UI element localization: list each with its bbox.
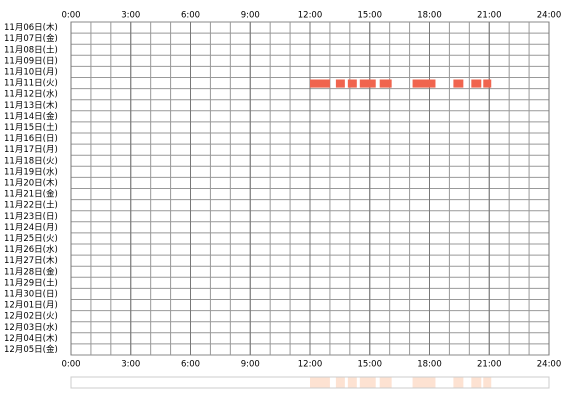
row-label: 12月03日(水) bbox=[4, 322, 58, 333]
x-tick-label: 9:00 bbox=[241, 360, 260, 370]
activity-bar bbox=[379, 79, 392, 88]
x-tick-label: 15:00 bbox=[358, 360, 383, 370]
overview-segment bbox=[359, 377, 376, 388]
overview-segment bbox=[310, 377, 330, 388]
row-label: 11月09日(日) bbox=[4, 56, 58, 66]
row-label: 11月08日(土) bbox=[4, 44, 58, 55]
overview-segment bbox=[483, 377, 492, 388]
activity-bar bbox=[412, 79, 436, 88]
row-label: 11月17日(月) bbox=[4, 145, 58, 155]
row-label: 11月27日(木) bbox=[4, 255, 58, 266]
row-label: 12月04日(木) bbox=[4, 333, 58, 344]
activity-bar bbox=[335, 79, 345, 88]
overview-segment bbox=[379, 377, 392, 388]
row-label: 11月21日(金) bbox=[4, 189, 58, 200]
activity-bar bbox=[483, 79, 492, 88]
row-label: 11月12日(水) bbox=[4, 89, 58, 100]
activity-bar bbox=[471, 79, 482, 88]
row-label: 11月19日(水) bbox=[4, 166, 58, 177]
x-tick-label: 6:00 bbox=[181, 360, 200, 370]
x-tick-label: 21:00 bbox=[477, 11, 502, 21]
row-label: 11月18日(火) bbox=[4, 156, 58, 166]
row-label: 11月16日(日) bbox=[4, 134, 58, 144]
row-label: 11月22日(土) bbox=[4, 200, 58, 211]
row-label: 11月28日(金) bbox=[4, 266, 58, 277]
x-tick-label: 24:00 bbox=[537, 11, 562, 21]
x-tick-label: 24:00 bbox=[537, 360, 562, 370]
x-tick-label: 9:00 bbox=[241, 11, 260, 21]
activity-bar bbox=[347, 79, 357, 88]
x-tick-label: 18:00 bbox=[417, 11, 442, 21]
overview-segment bbox=[453, 377, 464, 388]
overview-segment bbox=[335, 377, 345, 388]
row-label: 11月10日(月) bbox=[4, 67, 58, 77]
x-tick-label: 3:00 bbox=[121, 360, 140, 370]
x-tick-label: 12:00 bbox=[298, 360, 323, 370]
x-tick-label: 15:00 bbox=[358, 11, 383, 21]
row-label: 11月11日(火) bbox=[4, 79, 58, 89]
x-tick-label: 0:00 bbox=[61, 11, 80, 21]
x-tick-label: 21:00 bbox=[477, 360, 502, 370]
activity-bar bbox=[310, 79, 330, 88]
activity-bar bbox=[453, 79, 464, 88]
row-label: 11月25日(火) bbox=[4, 234, 58, 244]
x-tick-label: 18:00 bbox=[417, 360, 442, 370]
x-tick-label: 6:00 bbox=[181, 11, 200, 21]
row-label: 11月07日(金) bbox=[4, 33, 58, 44]
row-label: 12月01日(月) bbox=[4, 301, 58, 311]
row-label: 11月14日(金) bbox=[4, 111, 58, 122]
row-label: 11月15日(土) bbox=[4, 122, 58, 133]
row-label: 11月06日(木) bbox=[4, 22, 58, 33]
overview-segment bbox=[412, 377, 436, 388]
row-label: 12月05日(金) bbox=[4, 344, 58, 355]
row-label: 12月02日(火) bbox=[4, 312, 58, 322]
row-label: 11月24日(月) bbox=[4, 223, 58, 233]
activity-bar bbox=[359, 79, 376, 88]
row-label: 11月20日(木) bbox=[4, 177, 58, 188]
overview-segment bbox=[471, 377, 482, 388]
row-label: 11月26日(水) bbox=[4, 244, 58, 255]
row-label: 11月13日(木) bbox=[4, 100, 58, 111]
row-label: 11月23日(日) bbox=[4, 212, 58, 222]
overview-segment bbox=[347, 377, 357, 388]
x-tick-label: 0:00 bbox=[61, 360, 80, 370]
x-tick-label: 3:00 bbox=[121, 11, 140, 21]
x-tick-label: 12:00 bbox=[298, 11, 323, 21]
row-label: 11月30日(日) bbox=[4, 289, 58, 299]
row-label: 11月29日(土) bbox=[4, 277, 58, 288]
